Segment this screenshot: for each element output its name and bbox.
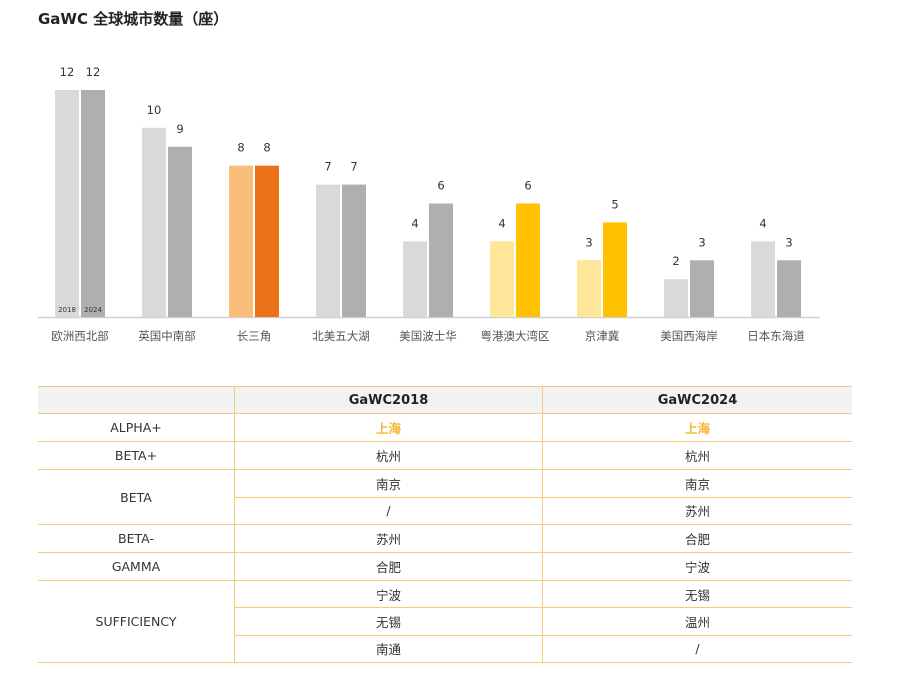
- data-label: 4: [759, 216, 766, 230]
- bar-2018: [751, 241, 775, 317]
- data-label: 6: [437, 179, 444, 193]
- gawc2024-cell: 无锡: [542, 579, 852, 609]
- data-label: 7: [324, 160, 331, 174]
- bar-2018: [316, 184, 340, 317]
- data-label: 12: [60, 65, 75, 79]
- header-cell: GaWC2024: [542, 386, 852, 414]
- gawc2018-cell: /: [234, 496, 543, 525]
- level-cell: SUFFICIENCY: [38, 580, 235, 663]
- gawc2024-cell: 南京: [542, 469, 852, 498]
- bar-2024: [777, 260, 801, 317]
- table-row: BETA 南京 南京: [38, 469, 852, 525]
- gawc2018-cell: 南通: [234, 634, 543, 664]
- bar-2024: [690, 260, 714, 317]
- gawc2018-cell: 杭州: [234, 441, 543, 470]
- level-cell: BETA-: [38, 524, 235, 553]
- bar-2018: [142, 127, 166, 317]
- data-label: 2: [672, 254, 679, 268]
- bar-2024: [516, 203, 540, 317]
- table-row: GAMMA 合肥 宁波: [38, 552, 852, 581]
- data-label: 8: [237, 141, 244, 155]
- table-row: 南通 /: [38, 634, 852, 664]
- gawc2024-cell: 宁波: [542, 552, 852, 581]
- level-cell: BETA: [38, 469, 235, 525]
- bar-2018: [490, 241, 514, 317]
- bar-2024: [81, 90, 105, 317]
- gawc2018-cell: 南京: [234, 469, 543, 498]
- bar-2018: [664, 279, 688, 317]
- chart-title: GaWC 全球城市数量（座）: [38, 10, 229, 28]
- bar-2024: [342, 184, 366, 317]
- gawc2024-cell: 苏州: [542, 496, 852, 525]
- x-tick-label: 欧洲西北部: [51, 329, 109, 343]
- data-label: 7: [350, 160, 357, 174]
- x-tick-label: 美国波士华: [399, 329, 457, 343]
- x-tick-label: 京津冀: [585, 329, 620, 343]
- gawc2018-cell: 宁波: [234, 579, 543, 609]
- bar-2024: [168, 146, 192, 317]
- table-header-row: GaWC2018 GaWC2024: [38, 386, 852, 414]
- data-label: 8: [263, 141, 270, 155]
- bar-2018: [577, 260, 601, 317]
- data-label: 9: [176, 122, 183, 136]
- data-label: 4: [498, 216, 505, 230]
- x-tick-label: 英国中南部: [138, 329, 196, 343]
- bar-2024: [429, 203, 453, 317]
- bar-2024: [255, 165, 279, 317]
- data-label: 6: [524, 179, 531, 193]
- table-row: ALPHA+ 上海 上海: [38, 413, 852, 442]
- level-cell: ALPHA+: [38, 413, 235, 442]
- table-row: BETA+ 杭州 杭州: [38, 441, 852, 470]
- header-cell: [38, 386, 235, 414]
- gawc2024-cell: 杭州: [542, 441, 852, 470]
- table-row: 无锡 温州: [38, 607, 852, 636]
- gawc2024-cell: 温州: [542, 607, 852, 636]
- data-label: 3: [785, 235, 792, 249]
- bar-chart: 12 2018 12 2024 欧洲西北部 10 9 英国中南部 8 8 长三角 7 7 北美五大湖 4 6 美…: [38, 65, 820, 343]
- gawc2018-cell: 合肥: [234, 552, 543, 581]
- legend-label: 2024: [84, 306, 102, 314]
- data-label: 5: [611, 197, 618, 211]
- bar-2024: [603, 222, 627, 317]
- gawc2024-cell: /: [542, 634, 852, 664]
- x-tick-label: 长三角: [237, 329, 272, 343]
- header-cell: GaWC2018: [234, 386, 543, 414]
- x-tick-label: 美国西海岸: [660, 329, 718, 343]
- gawc-table: GaWC2018 GaWC2024 ALPHA+ 上海 上海 BETA+ 杭州 杭州 BET…: [38, 386, 852, 664]
- gawc2018-cell: 无锡: [234, 607, 543, 636]
- bar-2018: [55, 90, 79, 317]
- x-tick-label: 粤港澳大湾区: [481, 329, 550, 343]
- table-row: SUFFICIENCY 宁波 无锡: [38, 579, 852, 663]
- data-label: 3: [585, 235, 592, 249]
- data-label: 3: [698, 235, 705, 249]
- gawc2024-cell: 合肥: [542, 524, 852, 553]
- table-row: / 苏州: [38, 496, 852, 525]
- data-label: 4: [411, 216, 418, 230]
- x-tick-label: 日本东海道: [747, 329, 805, 343]
- gawc2018-cell: 上海: [234, 413, 543, 442]
- level-cell: BETA+: [38, 441, 235, 470]
- data-label: 12: [86, 65, 101, 79]
- gawc2024-cell: 上海: [542, 413, 852, 442]
- bar-2018: [229, 165, 253, 317]
- bar-2018: [403, 241, 427, 317]
- x-tick-label: 北美五大湖: [312, 329, 370, 343]
- gawc2018-cell: 苏州: [234, 524, 543, 553]
- data-label: 10: [147, 103, 162, 117]
- legend-label: 2018: [58, 306, 76, 314]
- level-cell: GAMMA: [38, 552, 235, 581]
- table-row: BETA- 苏州 合肥: [38, 524, 852, 553]
